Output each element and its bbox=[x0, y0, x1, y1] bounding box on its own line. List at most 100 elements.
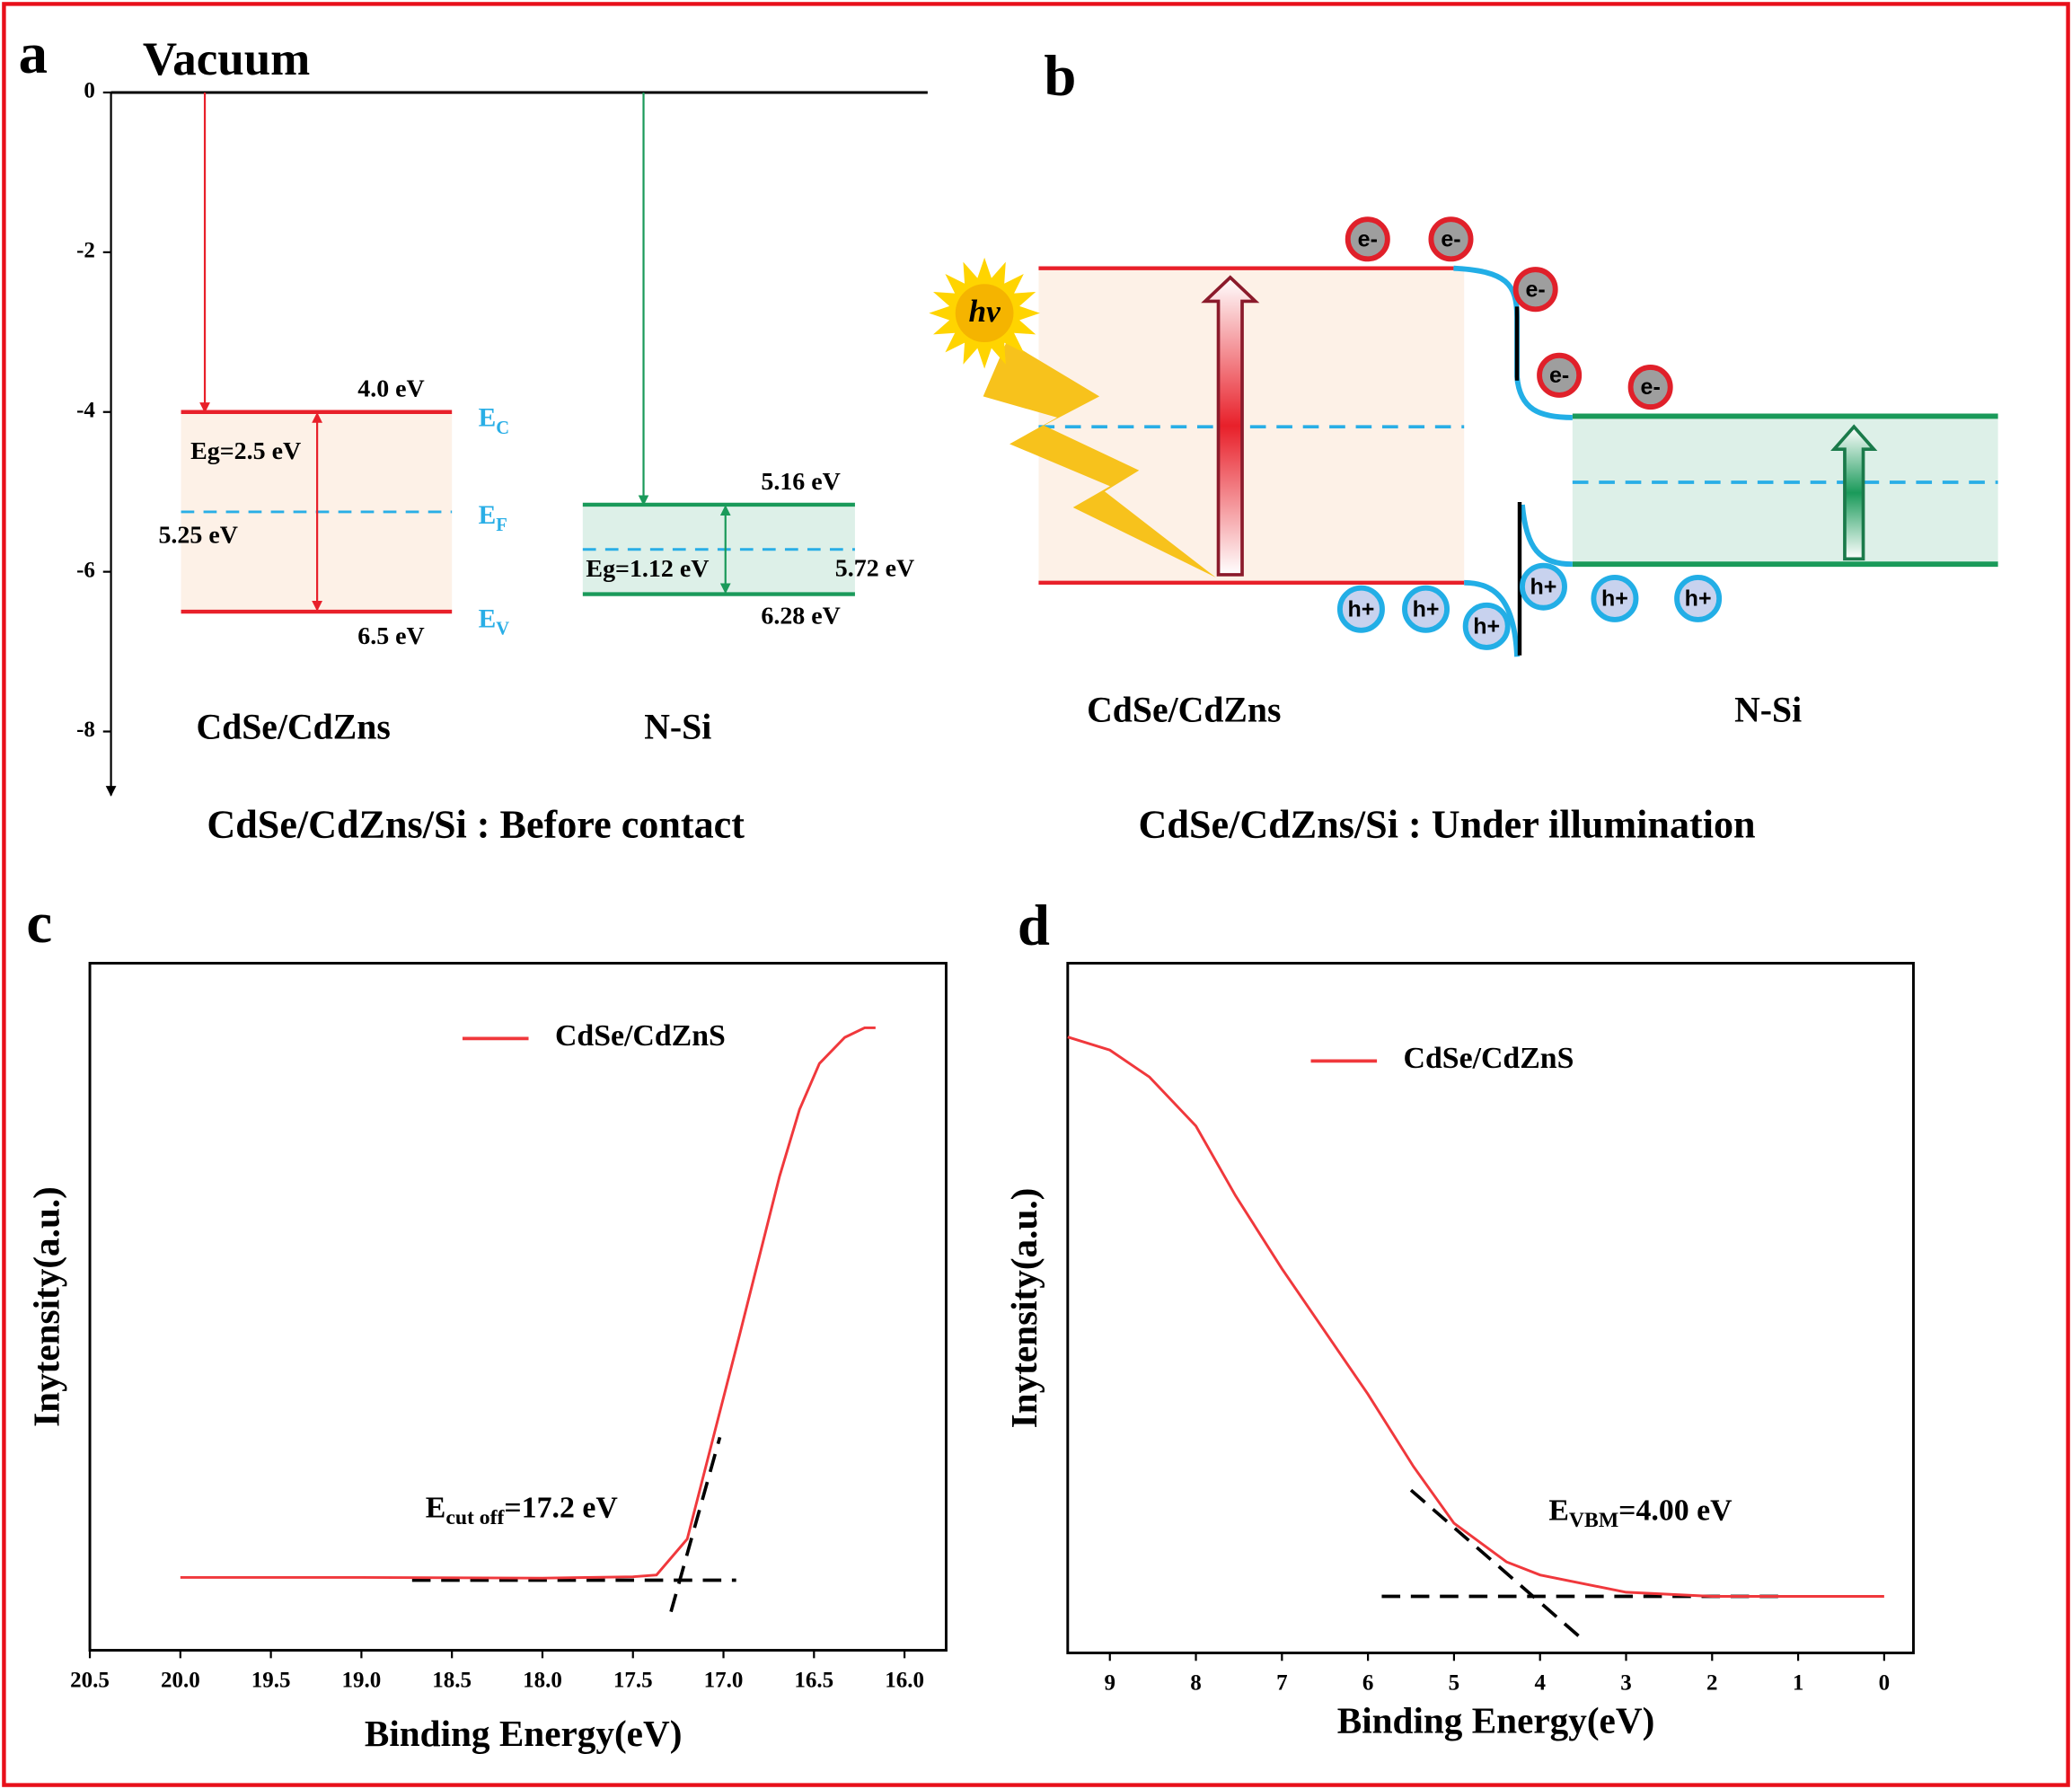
level-name: EV bbox=[479, 604, 510, 639]
hole-label: h+ bbox=[1348, 596, 1375, 621]
x-tick-label: 16.0 bbox=[885, 1669, 924, 1693]
material-name: N-Si bbox=[1734, 691, 1802, 730]
level-label: 4.0 eV bbox=[357, 375, 424, 403]
guide-line bbox=[669, 1436, 722, 1613]
x-tick-label: 1 bbox=[1793, 1671, 1804, 1696]
electron bbox=[1428, 216, 1474, 262]
photon-label: hv bbox=[968, 294, 1001, 329]
x-tick-label: 2 bbox=[1706, 1671, 1718, 1696]
annotation: Ecut off=17.2 eV bbox=[426, 1491, 619, 1529]
panel-label: b bbox=[1044, 44, 1076, 109]
hole bbox=[1402, 585, 1450, 633]
electron bbox=[1345, 216, 1390, 262]
x-tick-label: 7 bbox=[1276, 1671, 1288, 1696]
electron bbox=[1512, 267, 1558, 313]
hole bbox=[1462, 602, 1511, 650]
excitation-arrow bbox=[1201, 275, 1260, 577]
hole bbox=[1674, 574, 1723, 622]
y-tick-label: -8 bbox=[76, 718, 95, 742]
electron-label: e- bbox=[1358, 226, 1378, 251]
level-label: 5.72 eV bbox=[835, 555, 914, 583]
x-tick-label: 18.0 bbox=[523, 1669, 562, 1693]
sun-core bbox=[955, 284, 1014, 343]
x-tick-label: 6 bbox=[1362, 1671, 1374, 1696]
x-tick-label: 20.5 bbox=[70, 1669, 110, 1693]
series-line bbox=[180, 1026, 876, 1580]
x-tick-label: 17.5 bbox=[613, 1669, 653, 1693]
x-tick-label: 4 bbox=[1534, 1671, 1546, 1696]
hole bbox=[1591, 574, 1639, 622]
x-tick-label: 19.5 bbox=[251, 1669, 291, 1693]
annotation-sub: cut off bbox=[445, 1506, 505, 1529]
y-tick-label: -6 bbox=[76, 558, 95, 582]
legend-label: CdSe/CdZnS bbox=[555, 1019, 726, 1053]
annotation-symbol: E bbox=[426, 1491, 446, 1524]
series-line bbox=[1067, 1036, 1884, 1598]
excitation-arrow bbox=[1830, 424, 1878, 561]
hole-label: h+ bbox=[1413, 596, 1440, 621]
plot-frame bbox=[88, 962, 948, 1652]
annotation-sub: VBM bbox=[1569, 1509, 1618, 1532]
hole-label: h+ bbox=[1685, 586, 1712, 612]
gap-label: Eg=2.5 eV bbox=[190, 437, 301, 465]
panel-label: c bbox=[26, 891, 52, 956]
level-name-symbol: E bbox=[479, 403, 497, 432]
hole-label: h+ bbox=[1601, 586, 1628, 612]
hole-label: h+ bbox=[1530, 574, 1557, 599]
annotation: EVBM=4.00 eV bbox=[1548, 1494, 1733, 1532]
x-tick-label: 0 bbox=[1879, 1671, 1891, 1696]
level-name: EF bbox=[479, 501, 507, 535]
x-tick-label: 8 bbox=[1190, 1671, 1202, 1696]
y-tick-label: -4 bbox=[76, 398, 95, 422]
level-name-symbol: E bbox=[479, 604, 497, 633]
x-tick-label: 5 bbox=[1449, 1671, 1460, 1696]
x-axis-label: Binding Energy(eV) bbox=[1337, 1699, 1655, 1741]
plot-frame bbox=[1066, 962, 1915, 1654]
material-name: CdSe/CdZns bbox=[196, 708, 390, 747]
x-axis-label: Binding Energy(eV) bbox=[365, 1713, 683, 1755]
x-tick-label: 3 bbox=[1620, 1671, 1632, 1696]
level-name-sub: V bbox=[496, 619, 509, 639]
electron-label: e- bbox=[1641, 375, 1661, 400]
gap-label: Eg=1.12 eV bbox=[586, 555, 709, 583]
hole bbox=[1519, 562, 1567, 611]
hole-label: h+ bbox=[1473, 613, 1500, 639]
electron bbox=[1537, 352, 1583, 398]
level-name-sub: F bbox=[496, 516, 507, 535]
y-tick-label: -2 bbox=[76, 239, 95, 263]
caption: CdSe/CdZns/Si : Under illumination bbox=[1139, 803, 1756, 847]
level-label: 6.28 eV bbox=[761, 602, 840, 630]
guide-line bbox=[1409, 1488, 1584, 1642]
y-axis-label: Inytensity(a.u.) bbox=[25, 1186, 67, 1427]
x-tick-label: 9 bbox=[1104, 1671, 1115, 1696]
level-label: 5.16 eV bbox=[761, 468, 840, 496]
band-bending bbox=[1464, 504, 1573, 657]
panel-label: a bbox=[19, 22, 48, 86]
electron-label: e- bbox=[1441, 226, 1460, 251]
level-name-symbol: E bbox=[479, 501, 497, 530]
legend-label: CdSe/CdZnS bbox=[1404, 1042, 1574, 1075]
level-label: 5.25 eV bbox=[158, 521, 237, 549]
x-tick-label: 20.0 bbox=[161, 1669, 200, 1693]
level-name-sub: C bbox=[496, 419, 509, 438]
annotation-text: =4.00 eV bbox=[1618, 1494, 1733, 1527]
x-tick-label: 17.0 bbox=[704, 1669, 744, 1693]
x-tick-label: 19.0 bbox=[342, 1669, 382, 1693]
y-tick-label: 0 bbox=[84, 79, 95, 103]
caption: CdSe/CdZns/Si : Before contact bbox=[207, 803, 745, 847]
material-name: CdSe/CdZns bbox=[1087, 691, 1281, 730]
electron-label: e- bbox=[1549, 363, 1569, 388]
y-axis-label: Inytensity(a.u.) bbox=[1003, 1188, 1045, 1429]
level-name: EC bbox=[479, 403, 510, 437]
annotation-text: =17.2 eV bbox=[504, 1491, 618, 1524]
chart-title: Vacuum bbox=[143, 33, 310, 85]
level-label: 6.5 eV bbox=[357, 622, 424, 650]
panel-b bbox=[929, 257, 1998, 657]
electron-label: e- bbox=[1526, 277, 1546, 302]
x-tick-label: 18.5 bbox=[432, 1669, 472, 1693]
hole bbox=[1336, 585, 1385, 633]
annotation-symbol: E bbox=[1548, 1494, 1569, 1527]
si-band bbox=[1572, 416, 1998, 565]
